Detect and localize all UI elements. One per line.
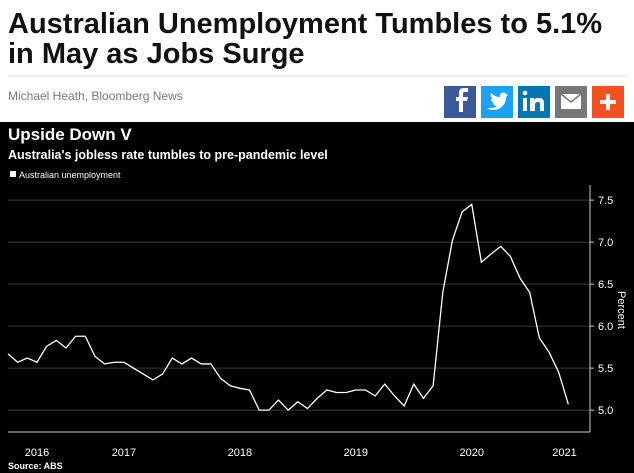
y-tick-label: 5.0 — [598, 405, 613, 417]
legend-label: Australian unemployment — [19, 170, 121, 180]
share-twitter[interactable] — [481, 86, 513, 118]
y-tick-label: 5.5 — [598, 363, 613, 375]
series-line — [7, 203, 569, 412]
share-more[interactable] — [592, 86, 624, 118]
chart-background — [0, 122, 634, 473]
y-tick-label: 7.0 — [598, 237, 613, 249]
y-tick-label: 7.5 — [598, 195, 613, 207]
share-linkedin[interactable] — [518, 86, 550, 118]
share-email[interactable] — [555, 86, 587, 118]
legend-swatch — [10, 171, 16, 177]
y-tick-label: 6.0 — [598, 321, 613, 333]
y-tick-label: 6.5 — [598, 279, 613, 291]
x-tick-label: 2016 — [25, 447, 49, 459]
x-tick-label: 2017 — [112, 447, 136, 459]
chart-subtitle: Australia's jobless rate tumbles to pre-… — [8, 148, 328, 162]
x-tick-label: 2021 — [552, 447, 576, 459]
share-facebook[interactable] — [444, 86, 476, 118]
chart-title: Upside Down V — [8, 125, 132, 144]
y-axis-label: Percent — [615, 291, 627, 329]
x-tick-label: 2018 — [228, 447, 252, 459]
headline: Australian Unemployment Tumbles to 5.1% — [8, 8, 602, 40]
byline: Michael Heath, Bloomberg News — [8, 89, 183, 103]
chart: Upside Down V Australia's jobless rate t… — [8, 125, 627, 471]
source: Source: ABS — [8, 461, 63, 471]
x-tick-label: 2019 — [344, 447, 368, 459]
x-tick-label: 2020 — [460, 447, 484, 459]
headline: in May as Jobs Surge — [8, 38, 305, 70]
